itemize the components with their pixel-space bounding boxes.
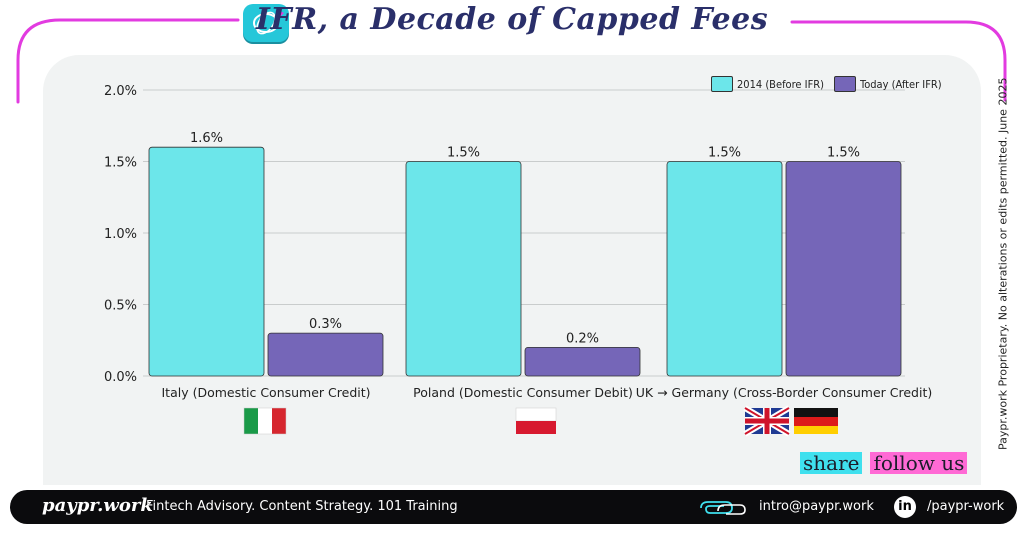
data-label: 0.3% — [309, 317, 342, 332]
data-label: 1.6% — [190, 131, 223, 146]
y-tick-label: 1.5% — [104, 156, 137, 171]
share-button[interactable]: share — [800, 452, 863, 474]
bar-before-1 — [405, 161, 522, 377]
data-label: 1.5% — [447, 146, 480, 161]
legend-swatch-before — [711, 76, 733, 92]
poland-flag — [515, 407, 557, 434]
legend-label-before: 2014 (Before IFR) — [737, 77, 825, 91]
follow-button[interactable]: follow us — [870, 452, 968, 474]
footer-bar: paypr.work Fintech Advisory. Content Str… — [10, 490, 1017, 524]
data-label: 1.5% — [827, 146, 860, 161]
y-tick-label: 0.0% — [104, 370, 137, 385]
y-tick-label: 0.5% — [104, 299, 137, 314]
data-label: 0.2% — [566, 331, 599, 346]
chart-legend: 2014 (Before IFR) Today (After IFR) — [711, 76, 948, 92]
uk-flag — [743, 405, 791, 437]
category-label: UK → Germany (Cross-Border Consumer Cred… — [636, 385, 932, 400]
bars: 1.6% 0.3% 1.5% 0.2% 1.5% 1.5% — [148, 131, 902, 377]
legend-item-after: Today (After IFR) — [834, 76, 942, 92]
y-tick-label: 2.0% — [104, 84, 137, 99]
contact-email[interactable]: intro@paypr.work — [759, 499, 874, 514]
data-label: 1.5% — [708, 146, 741, 161]
footer-tagline: Fintech Advisory. Content Strategy. 101 … — [146, 499, 458, 514]
copyright-note: Paypr.work Proprietary. No alterations o… — [996, 77, 1010, 450]
category-labels: Italy (Domestic Consumer Credit) Poland (… — [161, 385, 932, 400]
brand-logo[interactable]: paypr.work — [42, 495, 153, 516]
bar-before-0 — [148, 146, 265, 377]
italy-flag — [243, 407, 287, 435]
category-label: Poland (Domestic Consumer Debit) — [413, 385, 633, 400]
legend-label-after: Today (After IFR) — [860, 77, 942, 91]
swirl-logo-icon — [243, 4, 289, 42]
bar-after-0 — [267, 332, 384, 377]
paperclip-icon — [700, 501, 746, 515]
linkedin-icon[interactable]: in — [894, 496, 916, 518]
y-tick-label: 1.0% — [104, 227, 137, 242]
linkedin-handle[interactable]: /paypr-work — [927, 499, 1005, 514]
y-axis-ticks: 0.0% 0.5% 1.0% 1.5% 2.0% — [104, 84, 137, 385]
share-follow-group: share follow us — [800, 452, 968, 474]
legend-item-before: 2014 (Before IFR) — [711, 76, 824, 92]
page-title: IFR, a Decade of Capped Fees — [255, 2, 769, 37]
legend-swatch-after — [834, 76, 857, 92]
category-label: Italy (Domestic Consumer Credit) — [161, 385, 370, 400]
germany-flag — [794, 408, 838, 434]
bar-after-2 — [785, 161, 902, 377]
bar-after-1 — [524, 346, 641, 377]
bar-before-2 — [666, 161, 783, 377]
